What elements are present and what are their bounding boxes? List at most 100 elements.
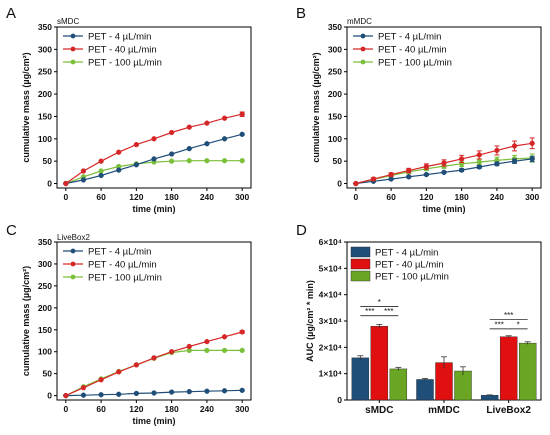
significance-label: * xyxy=(517,320,520,329)
data-point xyxy=(151,136,157,142)
x-axis-title: time (min) xyxy=(132,204,175,214)
panel-title: sMDC xyxy=(57,17,79,26)
x-tick-label: 60 xyxy=(96,404,106,414)
legend-label: PET - 4 µL/min xyxy=(378,32,441,43)
x-tick-label: 240 xyxy=(200,404,214,414)
y-tick-label: 2×10⁴ xyxy=(319,342,342,352)
legend-swatch xyxy=(350,258,371,270)
data-point xyxy=(221,158,228,164)
data-point xyxy=(458,156,465,162)
panel-letter: A xyxy=(6,5,16,22)
data-point xyxy=(168,158,175,164)
series-1 xyxy=(63,329,245,399)
data-point xyxy=(239,329,245,335)
y-tick-label: 250 xyxy=(38,67,52,77)
data-point xyxy=(168,349,175,355)
data-point xyxy=(151,390,157,396)
panel-title: mMDC xyxy=(347,17,372,26)
x-tick-label: 0 xyxy=(63,192,68,202)
data-point xyxy=(186,145,192,152)
bar xyxy=(370,326,389,401)
data-point xyxy=(80,177,87,183)
legend-label: PET - 40 µL/min xyxy=(378,45,447,56)
significance-label: *** xyxy=(384,307,393,316)
y-tick-label: 0 xyxy=(337,179,342,189)
data-point xyxy=(239,387,245,393)
data-point xyxy=(168,151,175,157)
legend-marker xyxy=(360,33,366,39)
data-point xyxy=(476,159,482,165)
legend-marker xyxy=(70,261,76,267)
legend-marker xyxy=(360,46,366,52)
y-tick-label: 250 xyxy=(328,67,342,77)
data-point xyxy=(221,388,228,394)
panel-d: D 0 1×10⁴ 2×10⁴ 3×10⁴ 4×10⁴ 5×10⁴ 6×10⁴ AUC (µg/… xyxy=(296,222,542,416)
y-axis-title: cumulative mass (µg/cm²) xyxy=(21,266,31,376)
legend-label: PET - 40 µL/min xyxy=(88,260,157,271)
y-tick-label: 250 xyxy=(38,281,52,291)
significance-label: *** xyxy=(494,320,503,329)
legend-swatch xyxy=(350,246,371,258)
x-tick-label: 60 xyxy=(96,192,106,202)
data-point xyxy=(388,176,394,182)
data-point xyxy=(494,161,500,167)
y-tick-label: 100 xyxy=(38,134,52,144)
data-point xyxy=(133,162,140,168)
legend-label: PET - 100 µL/min xyxy=(88,58,162,69)
data-point xyxy=(441,160,447,166)
data-point xyxy=(458,167,465,173)
series-0 xyxy=(353,155,535,187)
significance-label: *** xyxy=(365,307,374,316)
series-0 xyxy=(63,387,245,399)
data-point xyxy=(63,392,69,399)
data-point xyxy=(511,143,518,149)
data-point xyxy=(353,180,359,187)
data-point xyxy=(168,389,175,395)
x-axis-title: time (min) xyxy=(132,416,175,426)
legend-marker xyxy=(70,248,76,254)
data-point xyxy=(406,174,412,180)
legend-label: PET - 40 µL/min xyxy=(375,260,444,271)
legend-marker xyxy=(70,46,76,52)
panel-c: C LiveBox2 0 50 100 150 200 250 300 350 cumulative… xyxy=(6,222,252,426)
x-tick-label: 120 xyxy=(129,192,143,202)
data-point xyxy=(186,343,192,350)
data-point xyxy=(133,141,140,148)
data-point xyxy=(388,171,394,178)
data-point xyxy=(441,169,447,175)
y-tick-label: 5×10⁴ xyxy=(319,263,342,273)
legend-label: PET - 40 µL/min xyxy=(88,45,157,56)
data-point xyxy=(529,156,535,162)
x-tick-label: 240 xyxy=(200,192,214,202)
x-tick-label: 120 xyxy=(129,404,143,414)
plot-frame xyxy=(56,26,252,189)
data-point xyxy=(204,388,210,394)
data-point xyxy=(529,140,535,146)
data-point xyxy=(221,115,228,121)
legend-swatch xyxy=(350,270,371,282)
x-tick-label: 0 xyxy=(63,404,68,414)
x-tick-label: 240 xyxy=(490,192,504,202)
data-point xyxy=(370,176,377,182)
data-point xyxy=(221,334,228,340)
data-point xyxy=(239,111,245,117)
data-point xyxy=(98,158,104,164)
data-point xyxy=(423,171,430,178)
y-axis-title: AUC (µg/cm² * min) xyxy=(305,280,315,362)
y-tick-label: 200 xyxy=(38,89,52,99)
legend-label: PET - 100 µL/min xyxy=(378,58,452,69)
y-tick-label: 300 xyxy=(38,44,52,54)
series-1 xyxy=(63,111,245,187)
y-tick-label: 200 xyxy=(38,303,52,313)
data-point xyxy=(239,131,245,137)
x-tick-label: 180 xyxy=(165,192,179,202)
x-tick-label: 180 xyxy=(165,404,179,414)
y-tick-label: 150 xyxy=(328,111,342,121)
panel-letter: B xyxy=(296,5,306,22)
series-1 xyxy=(353,137,535,187)
data-point xyxy=(151,355,157,361)
legend-marker xyxy=(70,274,76,280)
